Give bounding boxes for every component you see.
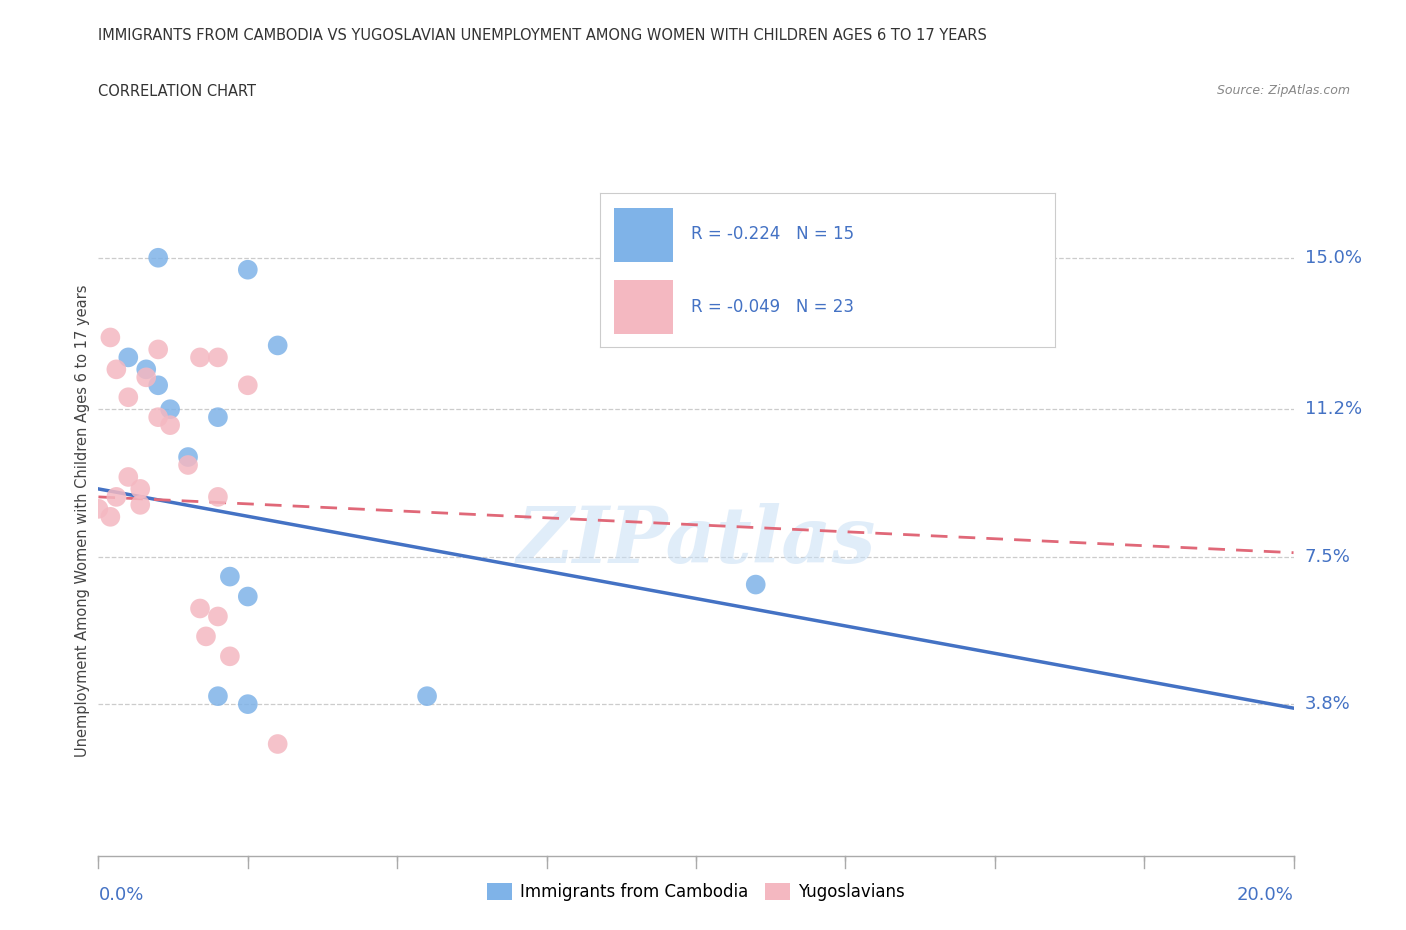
Point bbox=[236, 378, 259, 392]
Point bbox=[236, 262, 259, 277]
Point bbox=[207, 350, 229, 365]
Point bbox=[188, 350, 211, 365]
Point bbox=[129, 482, 152, 497]
Point bbox=[207, 489, 229, 504]
Point bbox=[236, 589, 259, 604]
Point bbox=[236, 697, 259, 711]
Legend: Immigrants from Cambodia, Yugoslavians: Immigrants from Cambodia, Yugoslavians bbox=[479, 876, 912, 908]
Text: IMMIGRANTS FROM CAMBODIA VS YUGOSLAVIAN UNEMPLOYMENT AMONG WOMEN WITH CHILDREN A: IMMIGRANTS FROM CAMBODIA VS YUGOSLAVIAN … bbox=[98, 28, 987, 43]
Point bbox=[219, 569, 242, 584]
Point bbox=[219, 649, 242, 664]
Point bbox=[159, 418, 181, 432]
Point bbox=[135, 370, 157, 385]
Point bbox=[98, 510, 122, 525]
Point bbox=[188, 601, 211, 616]
Y-axis label: Unemployment Among Women with Children Ages 6 to 17 years: Unemployment Among Women with Children A… bbox=[75, 285, 90, 757]
Text: 3.8%: 3.8% bbox=[1305, 695, 1350, 713]
Point bbox=[87, 501, 110, 516]
Point bbox=[267, 737, 290, 751]
Text: 7.5%: 7.5% bbox=[1305, 548, 1351, 565]
Point bbox=[148, 250, 170, 265]
Point bbox=[207, 609, 229, 624]
Text: CORRELATION CHART: CORRELATION CHART bbox=[98, 84, 256, 99]
Point bbox=[135, 362, 157, 377]
Point bbox=[177, 458, 200, 472]
Text: 20.0%: 20.0% bbox=[1237, 886, 1294, 904]
Point bbox=[105, 489, 128, 504]
Point bbox=[207, 689, 229, 704]
Text: 15.0%: 15.0% bbox=[1305, 248, 1361, 267]
Point bbox=[148, 410, 170, 425]
Point bbox=[207, 410, 229, 425]
Point bbox=[159, 402, 181, 417]
Point bbox=[129, 498, 152, 512]
Point bbox=[148, 378, 170, 392]
Point bbox=[117, 470, 139, 485]
Point bbox=[117, 350, 139, 365]
Text: 11.2%: 11.2% bbox=[1305, 400, 1362, 418]
Point bbox=[416, 689, 439, 704]
Text: Source: ZipAtlas.com: Source: ZipAtlas.com bbox=[1216, 84, 1350, 97]
Text: ZIPatlas: ZIPatlas bbox=[516, 502, 876, 579]
Point bbox=[117, 390, 139, 405]
Point bbox=[105, 362, 128, 377]
Point bbox=[745, 578, 768, 592]
Point bbox=[194, 629, 218, 644]
Point bbox=[98, 330, 122, 345]
Point bbox=[267, 338, 290, 352]
Point bbox=[177, 449, 200, 464]
Point bbox=[148, 342, 170, 357]
Text: 0.0%: 0.0% bbox=[98, 886, 143, 904]
